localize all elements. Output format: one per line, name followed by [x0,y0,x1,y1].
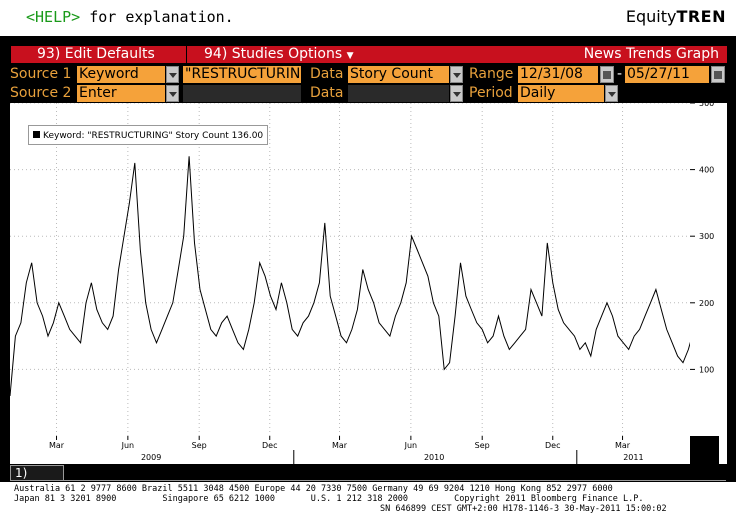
source1-label: Source 1 [10,66,72,82]
source1-data-label: Data [310,66,344,82]
right-scrollbar[interactable] [719,103,727,464]
x-tick-label: Sep [192,441,207,450]
tab-chart[interactable]: 1) Chart [10,465,64,495]
calendar-icon[interactable] [600,66,614,83]
y-axis-svg: 100 200 300 400 500 [690,99,714,374]
chart-legend: Keyword: "RESTRUCTURING" Story Count 136… [28,125,268,145]
range-start-field[interactable]: 12/31/08 [518,66,598,83]
legend-text: Keyword: "RESTRUCTURING" Story Count 136… [43,131,264,141]
calendar-icon[interactable] [711,66,725,83]
help-text: for explanation. [80,8,234,26]
source1-type-field[interactable]: Keyword [77,66,165,83]
x-tick-label: Mar [332,441,348,450]
x-tick-label: Jun [404,441,418,450]
y-tick-label: 400 [699,166,714,175]
legend-swatch [33,131,40,138]
source2-data-dropdown[interactable] [450,85,463,102]
x-axis-svg: Mar Jun Sep Dec Mar Jun Sep Dec Mar 2009 2010 2011 [49,436,644,464]
x-tick-label: Dec [262,441,277,450]
line-chart [10,103,690,436]
source1-data-dropdown[interactable] [450,66,463,83]
menu-bar: 93) Edit Defaults 94) Studies Options ▼ … [11,46,727,63]
source1-type-dropdown[interactable] [166,66,179,83]
period-dropdown[interactable] [605,85,618,102]
footer-line-2: Japan 81 3 3201 8900 Singapore 65 6212 1… [14,494,644,504]
x-tick-label: Sep [475,441,490,450]
top-bar: <HELP> for explanation. EquityTREN [0,0,736,36]
source2-row: Source 2 Enter Data Period Daily [0,84,736,103]
range-label: Range [469,66,514,82]
x-tick-label: Mar [615,441,631,450]
source2-type-field[interactable]: Enter [77,85,165,102]
source2-keyword-input[interactable] [183,85,301,102]
range-end-field[interactable]: 05/27/11 [625,66,709,83]
source2-type-dropdown[interactable] [166,85,179,102]
footer-line-3: SN 646899 CEST GMT+2:00 H178-1146-3 30-M… [380,504,667,514]
help-key[interactable]: <HELP> [26,8,81,26]
footer-line-1: Australia 61 2 9777 8600 Brazil 5511 304… [14,484,613,494]
tab-divider [10,480,726,481]
y-tick-label: 100 [699,365,714,374]
ticker-prefix: Equity [625,7,677,26]
period-label: Period [469,85,513,101]
source2-data-label: Data [310,85,344,101]
graph-title: News Trends Graph [583,46,719,62]
keyword-input[interactable]: "RESTRUCTURING [183,66,301,83]
ticker-label: EquityTREN [626,7,726,26]
range-dash: - [617,66,623,82]
x-tick-label: Jun [121,441,135,450]
studies-options-label: 94) Studies Options [204,46,343,62]
x-year-label: 2010 [424,453,444,462]
menu-divider [186,46,187,63]
chart-area[interactable]: Keyword: "RESTRUCTURING" Story Count 136… [10,103,690,436]
chevron-down-icon: ▼ [346,51,354,61]
x-year-label: 2009 [141,453,161,462]
help-hint[interactable]: <HELP> for explanation. [26,8,234,26]
footer: Australia 61 2 9777 8600 Brazil 5511 304… [0,482,736,527]
studies-options-button[interactable]: 94) Studies Options ▼ [204,46,354,63]
period-field[interactable]: Daily [518,85,604,102]
y-tick-label: 300 [699,232,714,241]
ticker-code: TREN [676,7,726,26]
series-line [10,156,690,397]
x-tick-label: Dec [545,441,560,450]
x-tick-label: Mar [49,441,65,450]
y-tick-label: 500 [699,103,714,108]
source2-data-field[interactable] [348,85,449,102]
x-axis: Mar Jun Sep Dec Mar Jun Sep Dec Mar 2009 2010 2011 [10,436,690,464]
source1-row: Source 1 Keyword "RESTRUCTURING Data Sto… [0,65,736,84]
y-tick-label: 200 [699,299,714,308]
x-year-label: 2011 [623,453,643,462]
edit-defaults-button[interactable]: 93) Edit Defaults [37,46,155,62]
source1-data-field[interactable]: Story Count [348,66,449,83]
source2-label: Source 2 [10,85,72,101]
